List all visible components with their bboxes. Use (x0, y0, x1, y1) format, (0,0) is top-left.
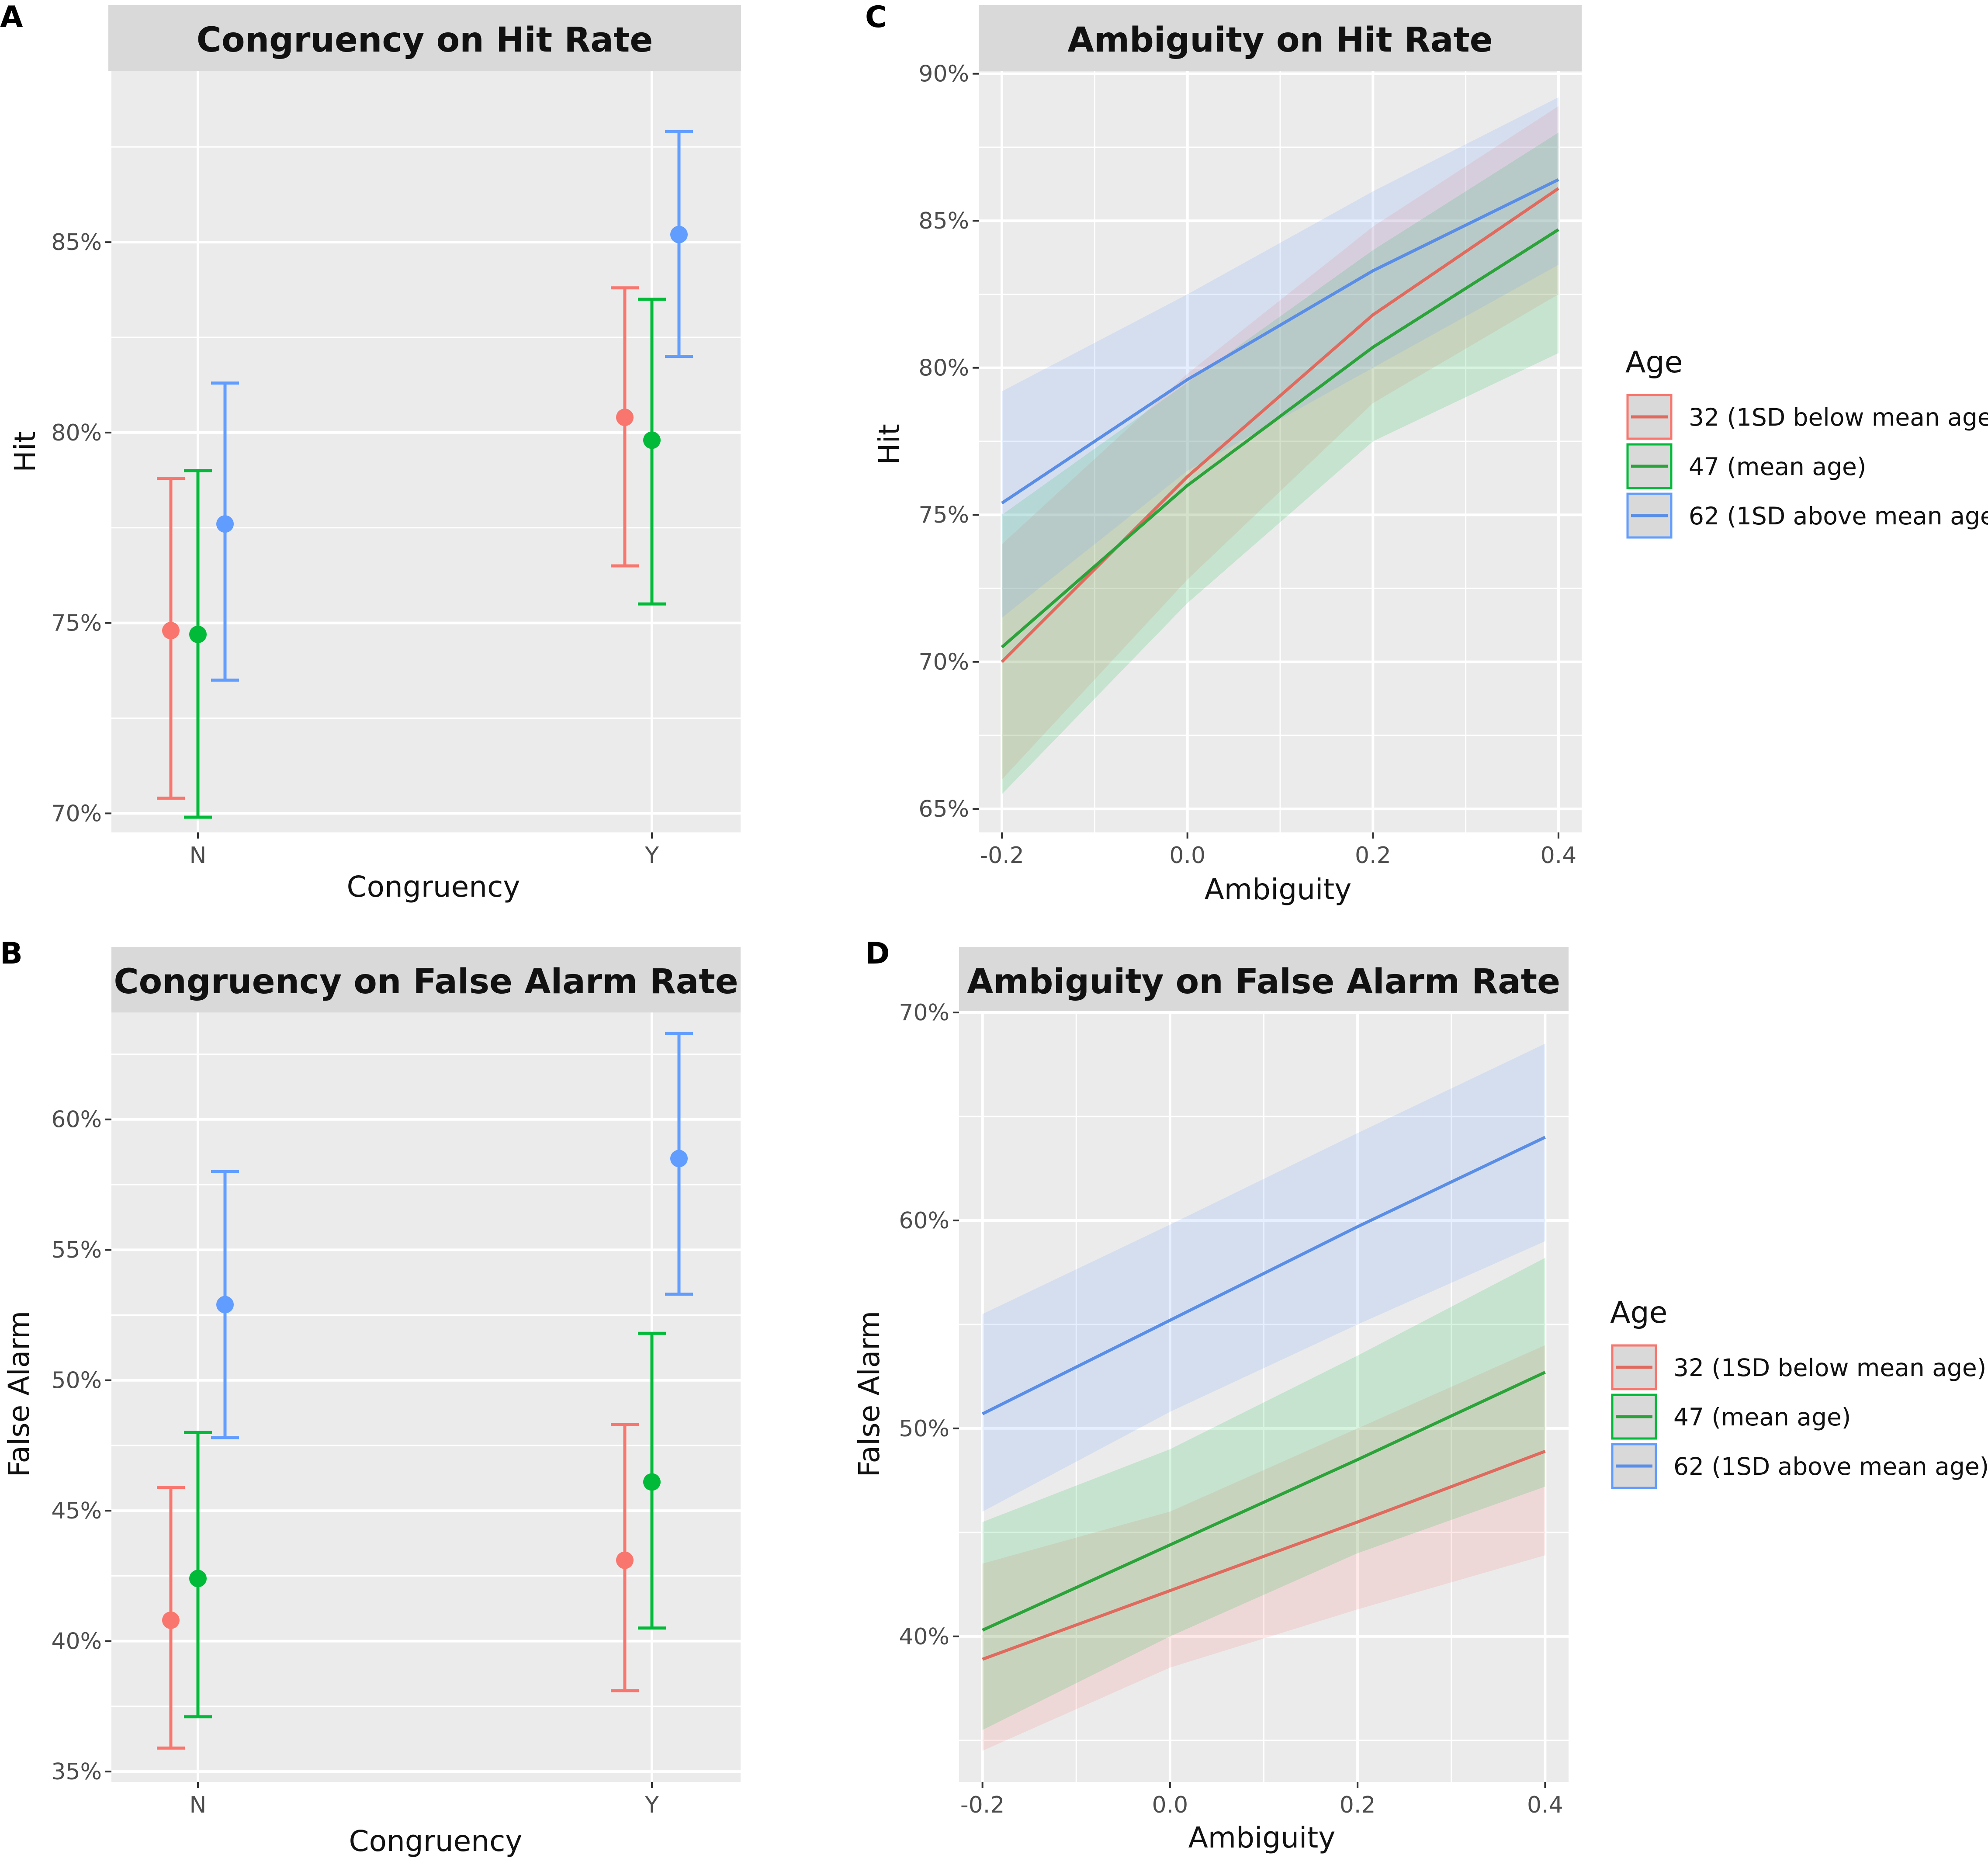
panel-label-b: B (0, 936, 23, 971)
plot-d: 40% 50% 60% 70% -0.2 0.0 0.2 0.4 (899, 1000, 1569, 1818)
plot-b: 35% 40% 45% 50% 55% 60% N Y (51, 1012, 741, 1818)
y-tick-label-c: 80% (918, 355, 969, 381)
legend-label: 32 (1SD below mean age) (1673, 1354, 1986, 1382)
series-line-c (1001, 187, 1559, 663)
x-tick-label-a: N (190, 842, 207, 869)
y-tick-label-c: 90% (918, 61, 969, 87)
y-tick-label-b: 60% (51, 1107, 102, 1133)
point-a (189, 625, 207, 643)
title-d: Ambiguity on False Alarm Rate (967, 962, 1560, 1002)
confidence-ribbon-c (1002, 97, 1559, 618)
y-tick-label-b: 55% (51, 1237, 102, 1263)
series-line-d (982, 1136, 1546, 1415)
title-b: Congruency on False Alarm Rate (114, 962, 738, 1002)
y-tick-label-a: 75% (51, 610, 102, 637)
xlabel-c: Ambiguity (1205, 873, 1352, 906)
y-tick-label-d: 50% (899, 1416, 949, 1442)
y-tick-label-a: 70% (51, 801, 102, 827)
x-tick-label-b: N (190, 1792, 207, 1818)
point-b (670, 1150, 688, 1168)
title-c: Ambiguity on Hit Rate (1067, 21, 1493, 60)
y-tick-label-d: 70% (899, 1000, 949, 1026)
point-a (643, 431, 661, 449)
x-tick-label-d: 0.0 (1152, 1792, 1188, 1818)
x-tick-label-d: 0.4 (1527, 1792, 1563, 1818)
panel-background-a (111, 71, 741, 832)
ylabel-a: Hit (8, 431, 42, 472)
y-tick-label-d: 40% (899, 1624, 949, 1650)
xlabel-d: Ambiguity (1188, 1821, 1336, 1855)
x-tick-label-d: 0.2 (1340, 1792, 1376, 1818)
legend-title: Age (1610, 1296, 1668, 1330)
series-line-c (1001, 228, 1559, 648)
point-a (162, 622, 180, 640)
confidence-ribbon-d (982, 1043, 1545, 1512)
x-tick-label-c: 0.0 (1169, 842, 1205, 869)
y-tick-label-a: 85% (51, 229, 102, 256)
panel-label-c: C (865, 0, 887, 35)
point-b (616, 1551, 634, 1569)
xlabel-b: Congruency (349, 1824, 523, 1858)
y-tick-label-b: 45% (51, 1498, 102, 1524)
confidence-ribbon-c (1002, 132, 1559, 794)
x-tick-label-c: 0.4 (1541, 842, 1577, 869)
x-tick-label-d: -0.2 (960, 1792, 1004, 1818)
legend-label: 47 (mean age) (1673, 1403, 1851, 1431)
ylabel-c: Hit (873, 424, 906, 465)
y-tick-label-c: 75% (918, 502, 969, 528)
ylabel-d: False Alarm (852, 1311, 886, 1477)
legend-title: Age (1625, 345, 1683, 380)
x-tick-label-a: Y (644, 842, 659, 869)
x-tick-label-b: Y (644, 1792, 659, 1818)
confidence-ribbon-c (1002, 106, 1559, 780)
y-tick-label-c: 65% (918, 796, 969, 822)
y-tick-label-c: 70% (918, 649, 969, 676)
y-tick-label-b: 35% (51, 1759, 102, 1785)
ylabel-b: False Alarm (2, 1311, 36, 1477)
legend-label: 62 (1SD above mean age) (1673, 1452, 1988, 1480)
series-line-d (982, 1371, 1546, 1632)
strip-d (959, 947, 1569, 1012)
panel-background-b (111, 1012, 741, 1782)
point-b (216, 1296, 234, 1314)
point-a (216, 515, 234, 533)
strip-a (108, 5, 741, 71)
point-b (162, 1611, 180, 1629)
title-a: Congruency on Hit Rate (197, 21, 653, 60)
panel-label-a: A (0, 0, 23, 35)
y-tick-label-c: 85% (918, 208, 969, 234)
y-tick-label-b: 50% (51, 1368, 102, 1394)
plot-c: 65% 70% 75% 80% 85% 90% -0.2 0.0 0.2 0.4 (918, 61, 1582, 869)
legend-label: 32 (1SD below mean age) (1689, 403, 1988, 431)
series-line-c (1001, 178, 1559, 505)
plot-a: 70% 75% 80% 85% N Y (51, 71, 741, 869)
legend-label: 62 (1SD above mean age) (1689, 502, 1988, 530)
point-b (643, 1473, 661, 1491)
x-tick-label-c: 0.2 (1355, 842, 1391, 869)
strip-b (111, 947, 741, 1012)
point-b (189, 1570, 207, 1588)
xlabel-a: Congruency (347, 870, 520, 904)
y-tick-label-d: 60% (899, 1208, 949, 1234)
y-tick-label-a: 80% (51, 420, 102, 446)
series-line-d (982, 1449, 1546, 1661)
point-a (616, 409, 634, 426)
strip-c (979, 5, 1582, 71)
point-a (670, 225, 688, 243)
confidence-ribbon-d (982, 1345, 1545, 1751)
x-tick-label-c: -0.2 (980, 842, 1024, 869)
y-tick-label-b: 40% (51, 1629, 102, 1655)
legend-label: 47 (mean age) (1689, 453, 1866, 481)
confidence-ribbon-d (982, 1258, 1545, 1730)
panel-label-d: D (865, 936, 890, 971)
